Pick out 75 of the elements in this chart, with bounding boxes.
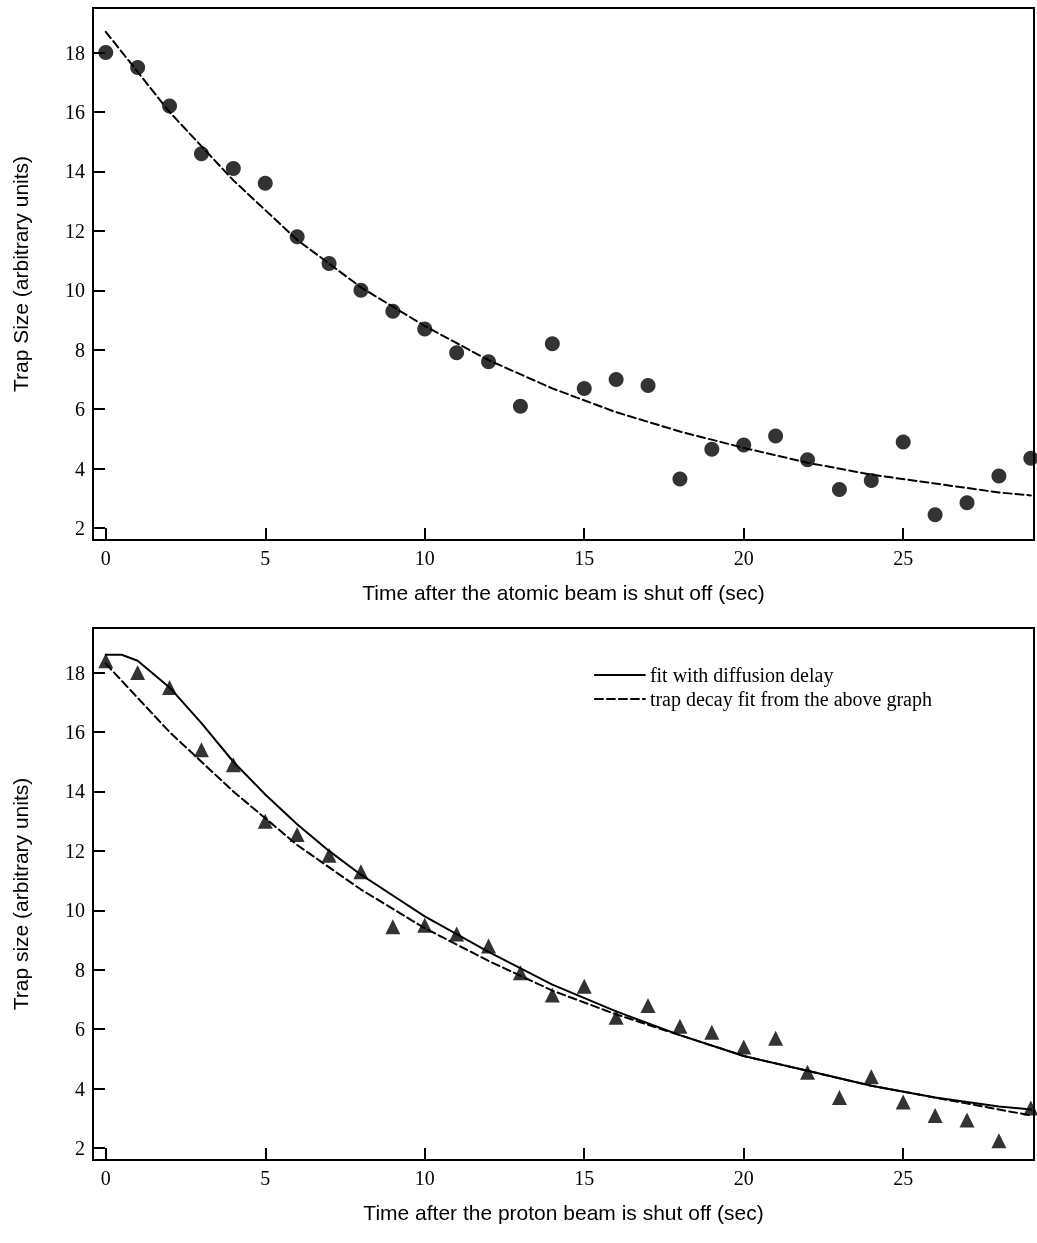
point bbox=[831, 481, 847, 497]
y-tick-label: 8 bbox=[75, 958, 85, 981]
y-tick-label: 10 bbox=[65, 899, 85, 922]
point bbox=[704, 441, 720, 457]
point bbox=[959, 1112, 975, 1128]
x-tick-label: 15 bbox=[574, 1167, 595, 1189]
point bbox=[193, 146, 209, 162]
point bbox=[449, 345, 465, 361]
point bbox=[193, 742, 209, 758]
x-tick-label: 20 bbox=[733, 547, 754, 569]
y-tick-label: 6 bbox=[75, 398, 85, 421]
point bbox=[225, 161, 241, 176]
x-tick-label: 20 bbox=[733, 1167, 754, 1189]
y-tick-label: 2 bbox=[75, 1137, 85, 1160]
y-tick-label: 18 bbox=[65, 661, 85, 684]
point bbox=[576, 380, 592, 396]
point bbox=[544, 336, 560, 352]
y-tick-label: 4 bbox=[75, 457, 85, 480]
x-tick-label: 5 bbox=[260, 547, 271, 569]
point bbox=[768, 428, 784, 444]
x-axis-title: Time after the proton beam is shut off (sec) bbox=[363, 1201, 764, 1224]
point bbox=[768, 1030, 784, 1046]
point bbox=[640, 997, 656, 1013]
point bbox=[289, 827, 305, 843]
y-tick-label: 12 bbox=[65, 839, 85, 862]
point bbox=[257, 175, 273, 191]
y-tick-label: 8 bbox=[75, 338, 85, 361]
x-tick-label: 0 bbox=[100, 547, 111, 569]
x-tick-label: 25 bbox=[893, 547, 914, 569]
y-axis-title: Trap Size (arbitrary units) bbox=[9, 155, 32, 393]
point bbox=[927, 507, 943, 523]
x-tick-label: 10 bbox=[414, 1167, 435, 1189]
point bbox=[895, 434, 911, 450]
y-tick-label: 16 bbox=[65, 721, 85, 744]
x-tick-label: 10 bbox=[414, 547, 435, 569]
point bbox=[863, 1069, 879, 1085]
point bbox=[608, 372, 624, 387]
y-tick-label: 14 bbox=[65, 160, 85, 183]
y-tick-label: 18 bbox=[65, 41, 85, 64]
point bbox=[130, 665, 146, 681]
x-tick-label: 25 bbox=[893, 1167, 914, 1189]
point bbox=[704, 1024, 720, 1040]
point bbox=[672, 471, 688, 487]
point bbox=[385, 919, 401, 935]
point bbox=[512, 398, 528, 414]
point bbox=[991, 468, 1007, 484]
y-tick-label: 2 bbox=[75, 517, 85, 540]
x-tick-label: 5 bbox=[260, 1167, 271, 1189]
point bbox=[895, 1094, 911, 1110]
y-tick-label: 14 bbox=[65, 780, 85, 803]
y-tick-label: 6 bbox=[75, 1018, 85, 1041]
y-tick-label: 12 bbox=[65, 219, 85, 242]
y-tick-label: 4 bbox=[75, 1077, 85, 1100]
x-tick-label: 0 bbox=[100, 1167, 111, 1189]
y-axis-title: Trap size (arbitrary units) bbox=[9, 777, 32, 1011]
y-tick-label: 16 bbox=[65, 101, 85, 124]
point bbox=[544, 987, 560, 1003]
point bbox=[640, 377, 656, 393]
point bbox=[672, 1018, 688, 1034]
point bbox=[831, 1090, 847, 1106]
line-series bbox=[104, 30, 1032, 497]
point bbox=[959, 495, 975, 511]
x-axis-title: Time after the atomic beam is shut off (sec) bbox=[362, 581, 765, 604]
y-tick-label: 10 bbox=[65, 279, 85, 302]
legend-label: trap decay fit from the above graph bbox=[649, 688, 933, 711]
legend-label: fit with diffusion delay bbox=[649, 664, 834, 687]
point bbox=[927, 1107, 943, 1123]
point bbox=[736, 1039, 752, 1055]
point bbox=[1023, 450, 1037, 466]
point bbox=[576, 978, 592, 994]
point bbox=[257, 813, 273, 829]
x-tick-label: 15 bbox=[574, 547, 595, 569]
point bbox=[98, 45, 114, 61]
point bbox=[863, 473, 879, 489]
point bbox=[991, 1133, 1007, 1149]
